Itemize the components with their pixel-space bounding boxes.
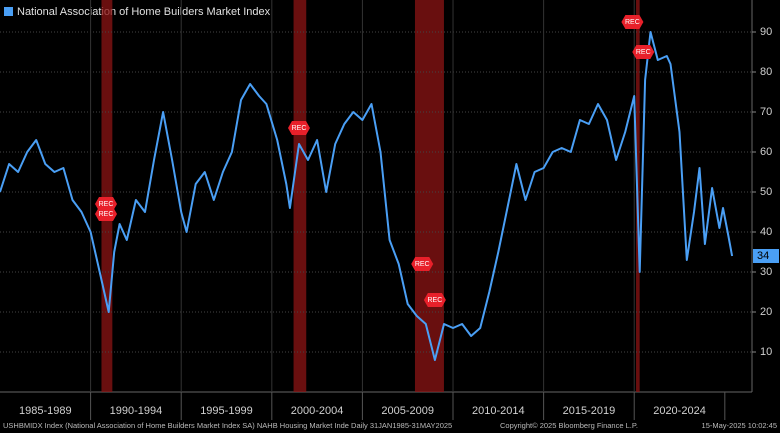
recession-band bbox=[293, 0, 307, 392]
y-tick-label: 20 bbox=[760, 306, 772, 318]
annotation-marker bbox=[632, 45, 655, 59]
y-tick-label: 70 bbox=[760, 106, 772, 118]
annotation-marker bbox=[95, 207, 118, 221]
annotation-label: REC bbox=[625, 19, 640, 26]
annotation-label: REC bbox=[415, 261, 430, 268]
x-band-label: 2010-2014 bbox=[472, 405, 525, 417]
x-band-label: 2000-2004 bbox=[291, 405, 344, 417]
x-band-label: 1985-1989 bbox=[19, 405, 72, 417]
annotation-marker bbox=[411, 257, 434, 271]
annotation-marker bbox=[287, 121, 310, 135]
annotation-marker bbox=[621, 15, 644, 29]
legend-label: National Association of Home Builders Ma… bbox=[17, 6, 271, 18]
recession-band bbox=[101, 0, 113, 392]
annotation-label: REC bbox=[428, 297, 443, 304]
y-tick-label: 60 bbox=[760, 146, 772, 158]
last-value-label: 34 bbox=[757, 250, 769, 262]
annotation-label: REC bbox=[292, 125, 307, 132]
data-line bbox=[0, 31, 734, 361]
footer-timestamp: 15-May-2025 10:02:45 bbox=[702, 421, 777, 430]
footer-source: USHBMIDX Index (National Association of … bbox=[3, 421, 452, 430]
y-tick-label: 80 bbox=[760, 66, 772, 78]
x-band-label: 2015-2019 bbox=[563, 405, 616, 417]
x-band-label: 2005-2009 bbox=[381, 405, 434, 417]
annotation-label: REC bbox=[636, 49, 651, 56]
y-tick-label: 10 bbox=[760, 346, 772, 358]
footer-copyright: Copyright© 2025 Bloomberg Finance L.P. bbox=[500, 421, 638, 430]
x-band-label: 2020-2024 bbox=[653, 405, 706, 417]
legend-swatch bbox=[4, 7, 13, 16]
y-tick-label: 90 bbox=[760, 26, 772, 38]
annotation-marker bbox=[423, 293, 446, 307]
recession-band bbox=[414, 0, 444, 392]
x-band-label: 1990-1994 bbox=[110, 405, 163, 417]
y-tick-label: 40 bbox=[760, 226, 772, 238]
y-tick-label: 50 bbox=[760, 186, 772, 198]
annotation-label: REC bbox=[99, 211, 114, 218]
x-band-label: 1995-1999 bbox=[200, 405, 253, 417]
annotation-label: REC bbox=[99, 201, 114, 208]
y-tick-label: 30 bbox=[760, 266, 772, 278]
last-value-box bbox=[753, 249, 779, 263]
